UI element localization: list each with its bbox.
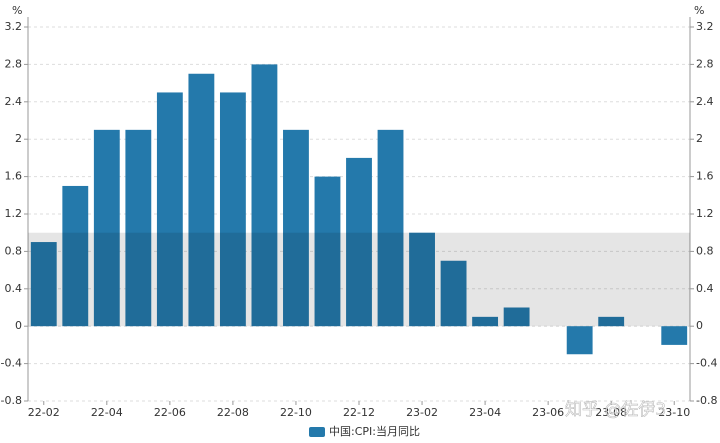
watermark: 知乎 @佐伊3 [565, 400, 666, 420]
y-tick-label: -0.4 [1, 357, 22, 370]
y-tick-label: -0.8 [1, 394, 22, 407]
y-tick-label: 2.8 [5, 57, 23, 70]
y-tick-label: 3.2 [5, 20, 23, 33]
y2-tick-label: 2.8 [696, 57, 714, 70]
y-tick-label: 0 [15, 319, 22, 332]
y-tick-label: 0.4 [5, 282, 23, 295]
y-tick-label: 1.2 [5, 207, 23, 220]
y2-tick-label: 0 [696, 319, 703, 332]
x-tick-label: 23-10 [658, 406, 690, 419]
y2-tick-label: -0.8 [696, 394, 717, 407]
y2-tick-label: 1.2 [696, 207, 714, 220]
x-tick-label: 23-08 [595, 406, 627, 419]
y2-axis-unit: % [694, 4, 704, 17]
x-tick-label: 22-02 [28, 406, 60, 419]
x-tick-label: 23-04 [469, 406, 501, 419]
legend-swatch [309, 427, 325, 437]
y2-tick-label: 1.6 [696, 170, 714, 183]
bar [219, 92, 246, 327]
bar [283, 129, 309, 327]
y2-tick-label: -0.4 [696, 357, 717, 370]
x-tick-label: 22-08 [217, 406, 249, 419]
y2-tick-label: 2 [696, 132, 703, 145]
bar [503, 307, 530, 327]
bar [409, 232, 435, 327]
y-tick-label: 2.4 [5, 95, 23, 108]
bar [377, 129, 404, 327]
x-tick-label: 22-10 [280, 406, 312, 419]
legend-label: 中国:CPI:当月同比 [329, 424, 420, 438]
bar [30, 242, 57, 327]
x-tick-label: 23-06 [532, 406, 564, 419]
y2-tick-label: 2.4 [696, 95, 714, 108]
y2-tick-label: 0.4 [696, 282, 714, 295]
x-tick-label: 22-06 [154, 406, 186, 419]
bar [125, 129, 152, 327]
bar [314, 176, 341, 327]
bar [598, 316, 625, 327]
bar [93, 129, 120, 327]
y2-tick-label: 3.2 [696, 20, 714, 33]
y-axis-unit: % [12, 4, 22, 17]
x-tick-label: 22-12 [343, 406, 375, 419]
x-tick-label: 22-04 [91, 406, 123, 419]
y-tick-label: 2 [15, 132, 22, 145]
x-tick-label: 23-02 [406, 406, 438, 419]
y2-tick-label: 0.8 [696, 244, 714, 257]
y-tick-label: 1.6 [5, 170, 23, 183]
bar [156, 92, 183, 327]
bar [62, 185, 89, 327]
bar [472, 316, 499, 327]
bar [661, 326, 688, 345]
bar [440, 260, 467, 327]
bar [566, 326, 593, 355]
bar [251, 64, 278, 327]
bar [188, 73, 215, 327]
y-tick-label: 0.8 [5, 244, 23, 257]
bar [346, 157, 372, 327]
shaded-band [28, 232, 690, 327]
